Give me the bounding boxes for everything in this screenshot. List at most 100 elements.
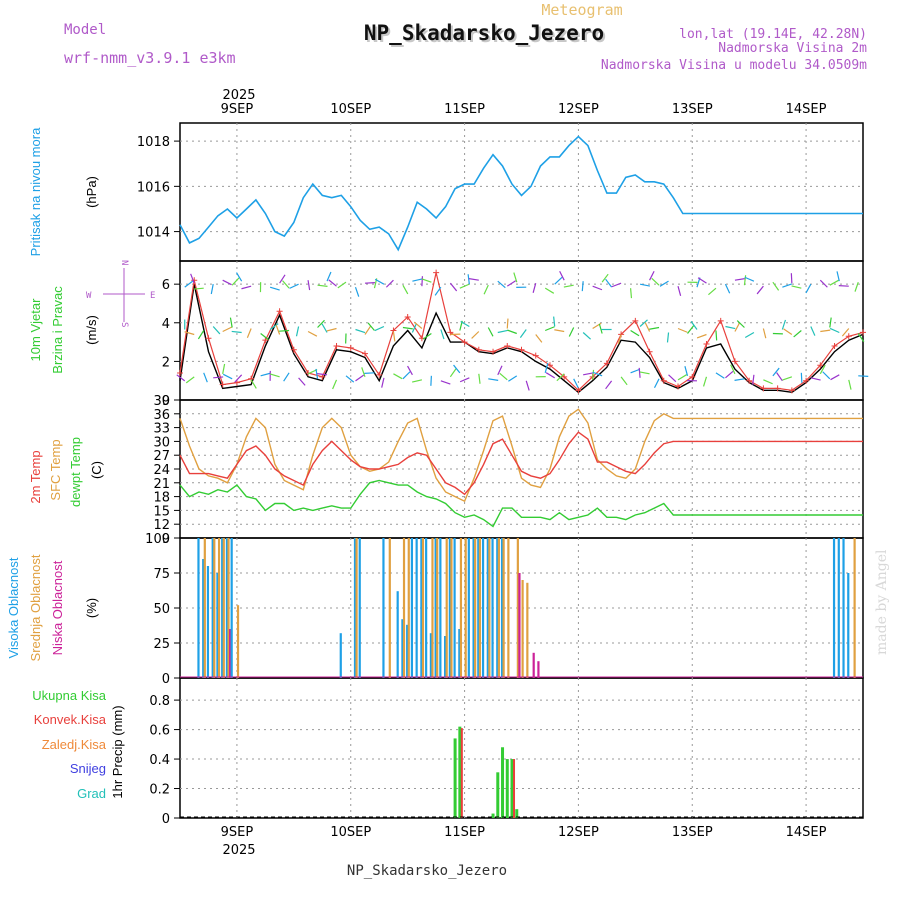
cloud-high-bar: [420, 538, 423, 678]
cloud-mid-bar: [521, 580, 524, 678]
bottom-day-label: 10SEP: [330, 825, 371, 840]
precip-total-bar: [496, 772, 500, 818]
wind-gust-marker: [490, 348, 497, 355]
precip-y-tick-label: 0.6: [149, 724, 170, 739]
pressure-y-tick-label: 1016: [137, 180, 170, 195]
wind-direction-arrow: [783, 328, 793, 335]
wind-direction-arrow: [421, 278, 432, 283]
wind-gust-marker: [177, 369, 183, 376]
top-day-label: 9SEP: [221, 102, 254, 117]
wind-direction-arrow: [781, 319, 787, 330]
wind-direction-arrow: [544, 363, 549, 373]
wind-gust-marker: [361, 350, 368, 357]
wind-direction-arrow: [659, 280, 669, 287]
wind-direction-arrow: [413, 321, 423, 329]
top-day-labels: 9SEP 10SEP 11SEP 12SEP 13SEP 14SEP: [221, 102, 827, 117]
precip-panel-frame: [179, 677, 864, 819]
wind-direction-arrow: [702, 376, 708, 387]
wind-direction-arrow: [677, 286, 682, 296]
cloud-high-bar: [225, 538, 229, 678]
wind-gust-marker: [746, 377, 753, 384]
altitude: Nadmorska Visina 2m: [718, 41, 867, 56]
wind-direction-arrow: [497, 365, 503, 376]
wind-direction-arrow: [583, 372, 594, 376]
cloud-high-bar: [458, 629, 461, 678]
temp-y-tick-label: 27: [153, 449, 170, 464]
temp-y-tick-label: 15: [153, 504, 170, 519]
wind-direction-arrow: [421, 276, 424, 287]
wind-direction-arrow: [841, 328, 850, 337]
wind-direction-arrow: [644, 322, 651, 332]
cloud-high-bar: [415, 538, 418, 678]
wind-direction-arrow: [471, 331, 480, 339]
cloud-high-bar: [382, 538, 385, 678]
temp-y-tick-label: 9: [162, 532, 170, 547]
cloud-high-bar: [230, 538, 233, 678]
wind-direction-arrow: [790, 273, 793, 284]
wind-gust-marker: [660, 377, 667, 384]
wind-direction-arrow: [687, 325, 695, 334]
wind-direction-arrow: [246, 328, 252, 338]
wind-direction-arrow: [184, 331, 195, 336]
cloud-y-tick-label: 75: [153, 567, 170, 582]
wind-direction-arrow: [554, 276, 563, 285]
wind-direction-arrow: [598, 323, 603, 334]
wind-direction-arrow: [385, 279, 394, 288]
legend-konvek-kisa: Konvek.Kisa: [34, 712, 107, 727]
wind-direction-arrow: [581, 281, 584, 292]
pressure-panel-frame: [179, 122, 864, 262]
cloud-high-bar: [467, 538, 470, 678]
wind-gust-marker: [404, 313, 411, 320]
sfc-temp-line: [179, 408, 863, 503]
cloud-high-bar: [472, 538, 475, 678]
wind-direction-arrow: [467, 274, 470, 285]
cloud-mid-bar: [217, 538, 221, 678]
wind-direction-arrow: [222, 373, 233, 380]
wind-direction-arrow: [752, 374, 755, 385]
precip-total-bar: [453, 738, 457, 818]
wind-direction-arrow: [229, 317, 233, 328]
legend-ukupna-kisa: Ukupna Kisa: [32, 688, 106, 703]
wind-direction-arrow: [459, 283, 470, 289]
wind-gust-marker: [675, 383, 682, 390]
wind-direction-arrow: [782, 283, 793, 288]
cloud-mid-bar: [526, 582, 529, 678]
watermark: made by Angel: [874, 549, 890, 655]
top-year-label: 2025: [222, 88, 255, 103]
compass-south: S: [119, 322, 129, 327]
wind-direction-arrow: [234, 374, 243, 383]
wind-direction-arrow: [213, 376, 224, 379]
wind-direction-arrow: [422, 333, 432, 340]
wind-y-tick-label: 6: [162, 278, 170, 293]
cloud-mid-bar: [407, 538, 410, 678]
cloud-high-bar: [396, 591, 399, 678]
wind-direction-arrow: [212, 326, 221, 335]
cloud-mid-bar: [853, 538, 856, 678]
wind-direction-arrow: [601, 273, 609, 283]
cloud-mid-bar: [497, 538, 500, 678]
wind-direction-arrow: [317, 319, 325, 328]
precip-conv-bar: [513, 759, 516, 818]
wind-direction-arrow: [744, 276, 755, 282]
cloud-high-bar: [477, 538, 480, 678]
wind-direction-arrow: [819, 364, 826, 375]
wind-direction-arrow: [772, 281, 780, 291]
wind-direction-arrow: [354, 286, 360, 297]
wind-gust-marker: [205, 335, 212, 342]
wind-y-tick-label: 4: [162, 317, 170, 332]
wind-direction-arrow: [364, 372, 375, 374]
precip-ylabel: 1hr Precip (mm): [110, 705, 125, 798]
bottom-day-label: 12SEP: [558, 825, 599, 840]
wind-direction-arrow: [563, 284, 574, 288]
wind-direction-arrow: [763, 379, 773, 385]
wind-gust-marker: [731, 358, 738, 365]
cloud-mid-bar: [488, 538, 491, 678]
wind-gust-marker: [689, 373, 696, 380]
y-tick-labels: 1014101610180246912151821242730333639025…: [137, 135, 180, 827]
cloud-high-bar: [406, 624, 409, 678]
wind-gust-marker: [504, 342, 511, 349]
wind-direction-arrow: [260, 333, 269, 341]
cloud-mid-bar: [227, 538, 230, 678]
wind-direction-arrow: [315, 368, 319, 379]
station-title-shadow: NP_Skadarsko_Jezero: [366, 23, 606, 47]
